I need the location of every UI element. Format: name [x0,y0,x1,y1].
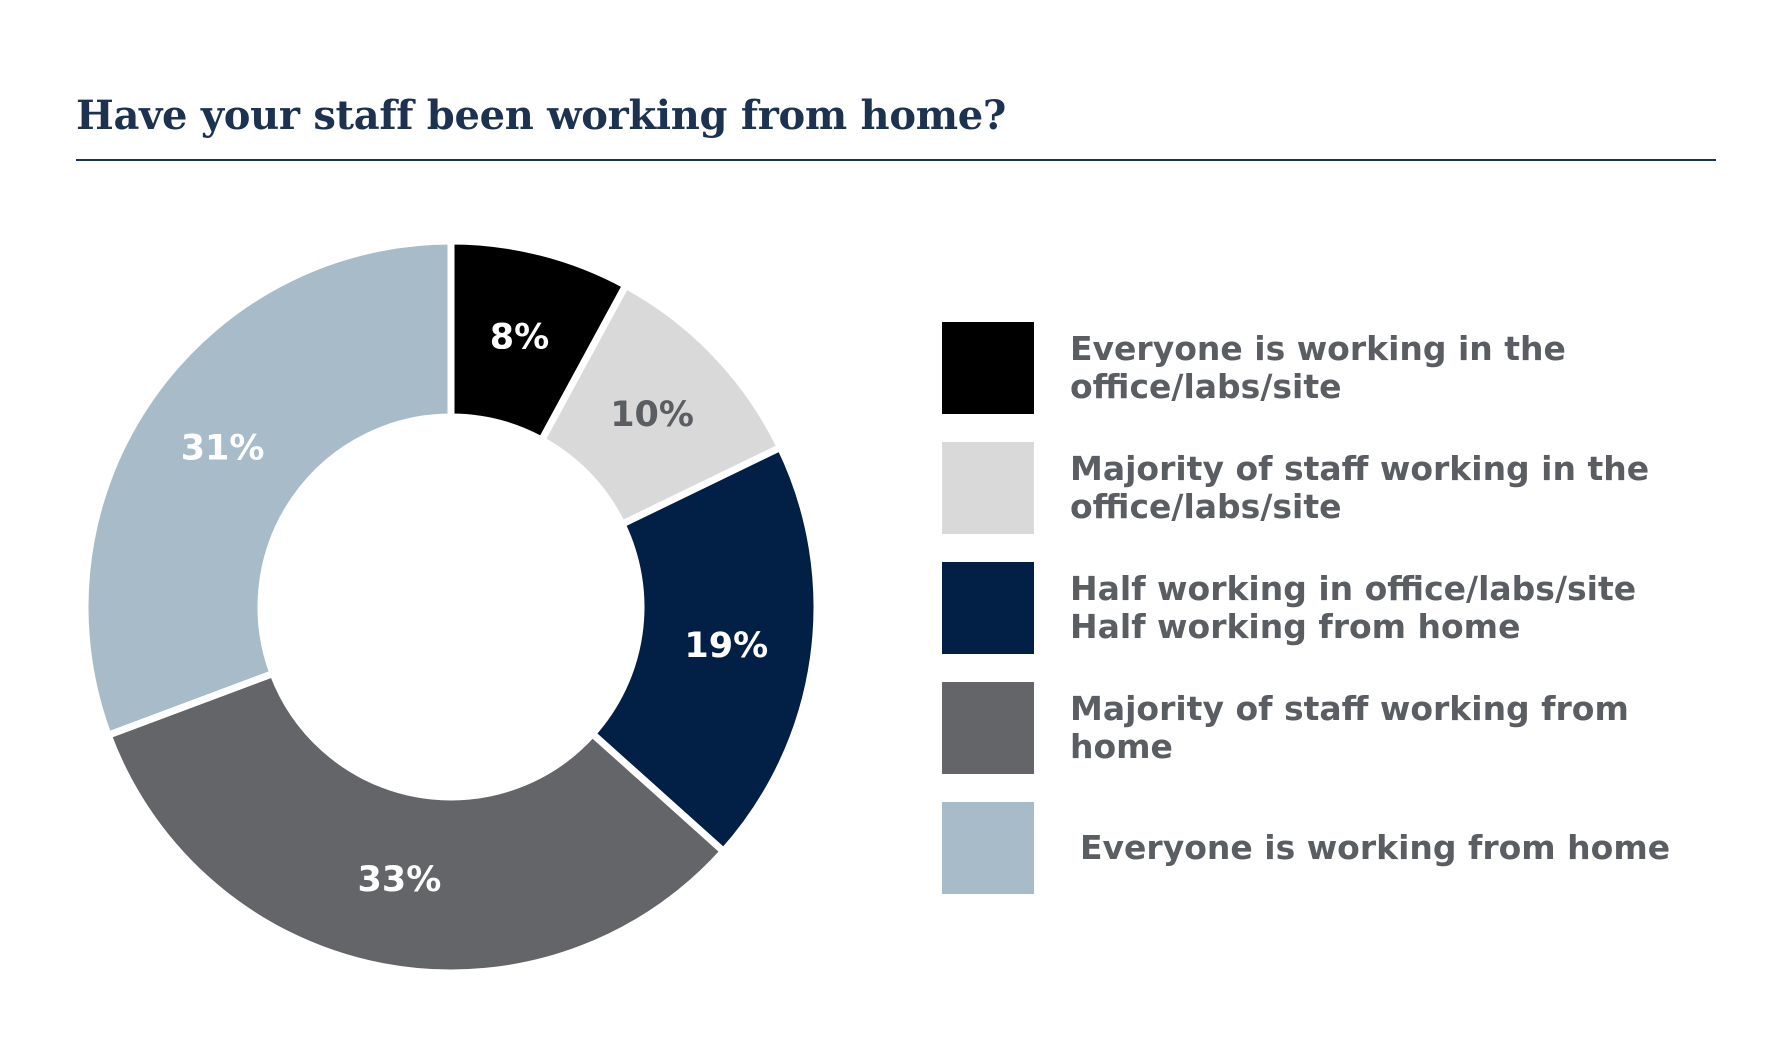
donut-chart: 8% 10% 19% 33% 31% [81,237,821,977]
legend-label: Half working in office/labs/site Half wo… [1070,569,1637,646]
slice-value-label-2: 10% [610,395,694,435]
legend-item-1: Everyone is working in the office/labs/s… [942,322,1742,414]
legend-item-3: Half working in office/labs/site Half wo… [942,562,1742,654]
donut-slice-3 [587,442,821,857]
legend-swatch [942,322,1034,414]
slice-value-label-1: 8% [490,318,549,358]
legend-swatch [942,802,1034,894]
slice-value-label-3: 19% [684,626,768,666]
legend-item-4: Majority of staff working from home [942,682,1742,774]
legend-item-5: Everyone is working from home [942,802,1742,894]
slice-value-label-4: 33% [358,860,442,900]
legend-label: Majority of staff working in the office/… [1070,449,1650,526]
donut-slice-5 [81,237,455,740]
chart-title: Have your staff been working from home? [76,92,1007,139]
legend-label: Everyone is working from home [1080,828,1671,867]
title-divider [76,159,1716,161]
legend-swatch [942,682,1034,774]
legend-label: Majority of staff working from home [1070,689,1629,766]
donut-slice-4 [103,669,729,977]
legend-label: Everyone is working in the office/labs/s… [1070,329,1566,406]
chart-legend: Everyone is working in the office/labs/s… [942,322,1742,922]
legend-item-2: Majority of staff working in the office/… [942,442,1742,534]
legend-swatch [942,562,1034,654]
legend-swatch [942,442,1034,534]
slice-value-label-5: 31% [181,429,265,469]
